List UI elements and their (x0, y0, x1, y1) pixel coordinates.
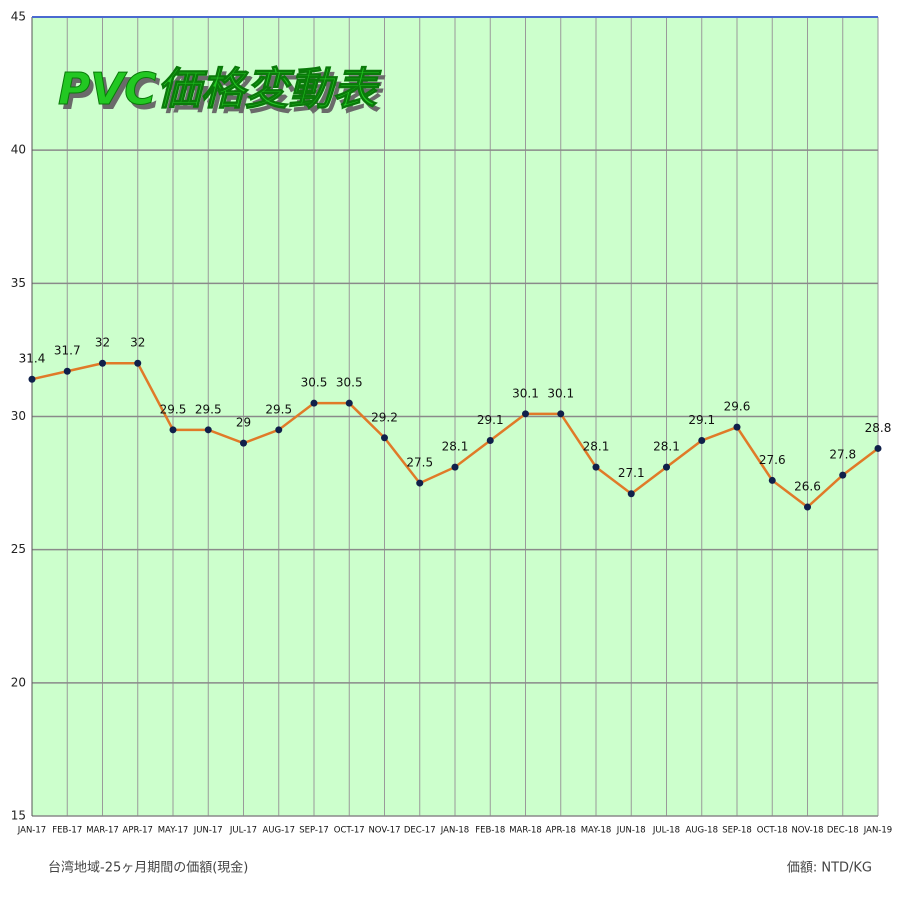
data-label: 30.5 (301, 376, 328, 390)
point (345, 399, 353, 407)
x-tick-label: JAN-19 (863, 826, 892, 836)
data-label: 26.6 (794, 480, 821, 494)
point (63, 367, 71, 375)
x-tick-label: JAN-17 (17, 826, 46, 836)
x-tick-label: DEC-18 (827, 826, 859, 836)
x-tick-label: JUL-17 (229, 826, 257, 836)
point (839, 471, 847, 479)
x-tick-label: SEP-17 (299, 826, 329, 836)
point (416, 479, 424, 487)
point (28, 375, 36, 383)
point (310, 399, 318, 407)
data-label: 29.5 (265, 402, 292, 416)
data-label: 30.1 (512, 386, 539, 400)
point (134, 359, 142, 367)
point (486, 436, 494, 444)
point (557, 410, 565, 418)
y-tick-label: 35 (11, 276, 26, 290)
y-tick-label: 30 (11, 409, 26, 423)
x-tick-label: OCT-18 (757, 826, 788, 836)
point (663, 463, 670, 471)
chart-layer: JAN-17 FEB-17 MAR-17 APR-17 MAY-17 JUN-17 JUL-… (11, 10, 892, 836)
y-tick-label: 45 (11, 10, 26, 24)
point (275, 426, 283, 434)
point (874, 444, 882, 452)
data-label: 29.1 (688, 413, 715, 427)
x-tick-label: MAY-17 (158, 826, 189, 836)
data-label: 28.8 (865, 421, 892, 435)
x-tick-label: NOV-17 (368, 826, 400, 836)
point (804, 503, 811, 511)
point (733, 423, 741, 431)
data-label: 32 (95, 336, 110, 350)
x-tick-label: OCT-17 (334, 826, 365, 836)
y-tick-label: 20 (11, 675, 26, 689)
x-tick-label: JUN-17 (193, 826, 223, 836)
x-tick-label: MAY-18 (581, 826, 612, 836)
point (627, 490, 635, 498)
x-tick-label: DEC-17 (404, 826, 436, 836)
data-label: 28.1 (442, 440, 469, 454)
x-tick-label: SEP-18 (722, 826, 752, 836)
x-tick-label: AUG-17 (262, 826, 295, 836)
title-shadow: PVC価格変動表 (62, 69, 386, 120)
point (522, 410, 529, 418)
x-tick-label: FEB-17 (52, 826, 82, 836)
data-label: 27.1 (618, 466, 645, 480)
data-label: 30.5 (336, 376, 363, 390)
point (99, 359, 106, 367)
data-label: 27.6 (759, 453, 786, 467)
data-label: 29 (236, 416, 251, 430)
point (768, 476, 776, 484)
data-label: 29.2 (371, 410, 398, 424)
data-label: 29.6 (724, 400, 751, 414)
data-label: 27.8 (829, 448, 856, 462)
point (240, 439, 247, 447)
x-tick-label: AUG-18 (685, 826, 718, 836)
chart-title: PVC価格変動表 (58, 64, 382, 115)
data-label: 31.7 (54, 344, 81, 358)
point (698, 436, 706, 444)
y-tick-label: 25 (11, 542, 26, 556)
x-tick-label: JUL-18 (652, 826, 680, 836)
x-tick-label: JUN-18 (616, 826, 646, 836)
y-tick-label: 15 (11, 809, 26, 823)
data-label: 29.5 (195, 402, 222, 416)
data-label: 30.1 (547, 386, 574, 400)
data-label: 29.5 (160, 402, 187, 416)
data-label: 28.1 (583, 440, 610, 454)
point (592, 463, 600, 471)
data-label: 27.5 (406, 456, 433, 470)
data-label: 31.4 (19, 352, 46, 366)
data-label: 32 (130, 336, 145, 350)
footnote-right: 価額: NTD/KG (787, 861, 872, 876)
point (204, 426, 212, 434)
point (451, 463, 459, 471)
y-tick-label: 40 (11, 143, 26, 157)
x-tick-label: NOV-18 (791, 826, 823, 836)
point (169, 426, 177, 434)
x-tick-label: APR-18 (546, 826, 576, 836)
footnote-left: 台湾地域-25ヶ月期間の価額(現金) (48, 860, 248, 876)
x-tick-label: MAR-18 (509, 826, 542, 836)
point (381, 434, 388, 442)
x-tick-label: APR-17 (123, 826, 153, 836)
x-tick-label: JAN-18 (440, 826, 469, 836)
x-tick-label: FEB-18 (475, 826, 505, 836)
data-label: 28.1 (653, 440, 680, 454)
x-tick-label: MAR-17 (86, 826, 119, 836)
data-label: 29.1 (477, 413, 504, 427)
